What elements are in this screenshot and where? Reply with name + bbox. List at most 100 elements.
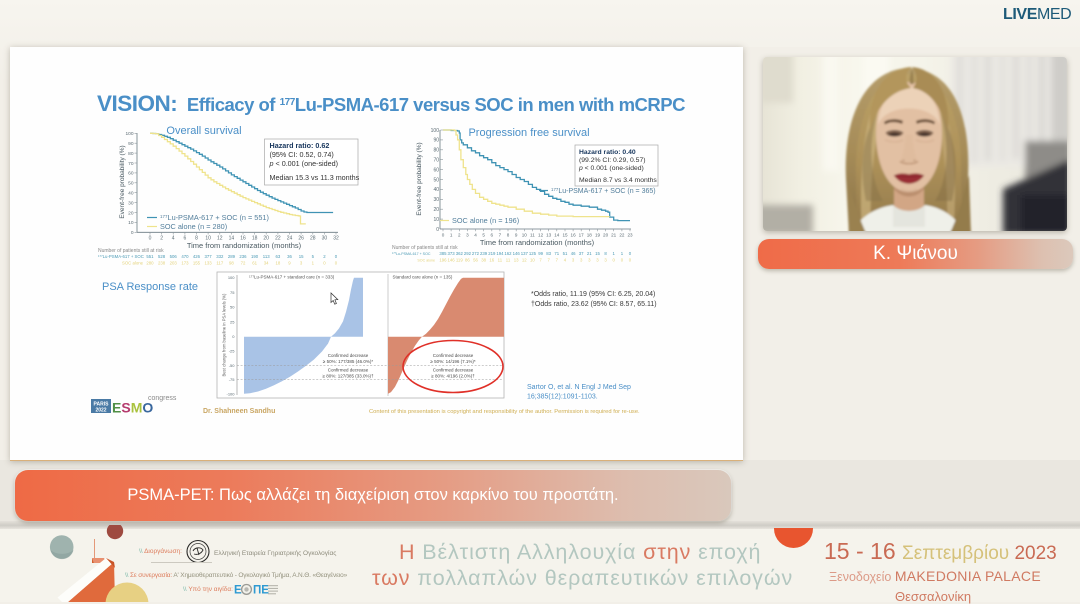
svg-text:8: 8 (604, 251, 607, 256)
svg-text:0: 0 (621, 258, 624, 263)
svg-text:3: 3 (604, 258, 607, 263)
svg-text:63: 63 (276, 254, 281, 259)
svg-text:377: 377 (205, 254, 213, 259)
svg-text:Ε: Ε (234, 585, 242, 597)
svg-text:23: 23 (627, 233, 633, 238)
svg-text:219: 219 (488, 251, 496, 256)
svg-text:(99.2% CI: 0.29, 0.57): (99.2% CI: 0.29, 0.57) (579, 157, 646, 164)
svg-text:292: 292 (464, 251, 472, 256)
svg-text:30: 30 (322, 236, 328, 242)
svg-text:28: 28 (310, 236, 316, 242)
svg-text:0: 0 (613, 258, 616, 263)
svg-text:Best change from baseline in P: Best change from baseline in PSA levels … (222, 293, 227, 376)
svg-text:3: 3 (300, 261, 303, 266)
svg-text:0: 0 (232, 334, 235, 339)
svg-text:15: 15 (299, 254, 304, 259)
svg-text:2: 2 (458, 233, 461, 238)
svg-text:18: 18 (276, 261, 281, 266)
svg-text:≥ 80%: 4/196 (2.0%)†: ≥ 80%: 4/196 (2.0%)† (431, 374, 475, 379)
svg-text:9: 9 (515, 233, 518, 238)
svg-text:26: 26 (298, 236, 304, 242)
svg-text:11: 11 (506, 258, 511, 263)
svg-text:30: 30 (433, 197, 439, 203)
svg-text:61: 61 (252, 261, 257, 266)
svg-text:Median 15.3 vs 11.3 months: Median 15.3 vs 11.3 months (270, 173, 360, 182)
svg-text:146: 146 (513, 251, 521, 256)
svg-text:Overall survival: Overall survival (166, 125, 241, 137)
svg-text:†Odds ratio, 23.62 (95% CI: 8.: †Odds ratio, 23.62 (95% CI: 8.57, 65.11) (531, 301, 657, 308)
svg-text:0: 0 (436, 227, 439, 233)
svg-text:70: 70 (433, 158, 439, 164)
svg-text:congress: congress (148, 395, 177, 402)
svg-text:10: 10 (128, 220, 134, 226)
svg-text:10: 10 (433, 217, 439, 223)
svg-text:1: 1 (613, 251, 616, 256)
svg-text:≥ 80%: 127/385 (33.0%)†: ≥ 80%: 127/385 (33.0%)† (322, 374, 374, 379)
svg-text:Hazard ratio: 0.40: Hazard ratio: 0.40 (579, 149, 636, 156)
svg-text:60: 60 (433, 167, 439, 173)
svg-text:16;385(12):1091-1103.: 16;385(12):1091-1103. (527, 394, 598, 401)
svg-text:7: 7 (556, 258, 559, 263)
svg-text:50: 50 (230, 305, 235, 310)
svg-text:3: 3 (588, 258, 591, 263)
svg-text:239: 239 (480, 251, 488, 256)
svg-text:34: 34 (264, 261, 269, 266)
svg-text:75: 75 (230, 290, 235, 295)
svg-text:25: 25 (230, 319, 235, 324)
svg-text:6: 6 (491, 233, 494, 238)
svg-text:Progression free survival: Progression free survival (468, 127, 589, 139)
svg-text:190: 190 (251, 254, 259, 259)
svg-text:Event-free probability (%): Event-free probability (%) (416, 142, 423, 215)
svg-text:11: 11 (530, 233, 535, 238)
svg-text:5: 5 (312, 254, 315, 259)
svg-text:Time from randomization (month: Time from randomization (months) (480, 238, 595, 247)
svg-text:Content of this presentation i: Content of this presentation is copyrigh… (369, 409, 640, 415)
svg-text:1: 1 (312, 261, 315, 266)
svg-text:51: 51 (563, 251, 568, 256)
svg-text:Hazard ratio: 0.62: Hazard ratio: 0.62 (270, 141, 330, 150)
svg-text:470: 470 (181, 254, 189, 259)
svg-text:4: 4 (564, 258, 567, 263)
svg-text:117: 117 (216, 261, 223, 266)
svg-text:280: 280 (146, 261, 154, 266)
svg-text:100: 100 (228, 275, 235, 280)
svg-text:332: 332 (216, 254, 224, 259)
svg-text:Confirmed decrease: Confirmed decrease (328, 353, 369, 358)
svg-text:≥ 50%: 14/196 (7.1%)*: ≥ 50%: 14/196 (7.1%)* (430, 359, 475, 364)
svg-text:12: 12 (538, 233, 544, 238)
svg-text:0: 0 (335, 254, 338, 259)
svg-text:11: 11 (498, 258, 503, 263)
svg-text:(95% CI: 0.52, 0.74): (95% CI: 0.52, 0.74) (270, 150, 334, 159)
svg-text:80: 80 (128, 151, 134, 157)
svg-text:203: 203 (170, 261, 178, 266)
svg-text:155: 155 (193, 261, 201, 266)
svg-text:162: 162 (504, 251, 512, 256)
svg-text:Dr. Shahneen Sandhu: Dr. Shahneen Sandhu (203, 408, 275, 415)
svg-text:Number of patients still at ri: Number of patients still at risk (98, 248, 164, 254)
svg-text:40: 40 (128, 191, 134, 197)
svg-text:3: 3 (466, 233, 469, 238)
svg-text:0: 0 (131, 230, 134, 236)
svg-text:60: 60 (128, 171, 134, 177)
svg-text:177Lu-PSMA-617 + SOC (n = 365): 177Lu-PSMA-617 + SOC (n = 365) (551, 187, 656, 195)
svg-text:177Lu-PSMA-617 + standard care: 177Lu-PSMA-617 + standard care (n = 333) (249, 275, 335, 280)
svg-text:0: 0 (629, 258, 632, 263)
svg-text:194: 194 (496, 251, 504, 256)
svg-text:236: 236 (239, 254, 247, 259)
svg-text:SOC alone: SOC alone (122, 261, 144, 266)
svg-text:9: 9 (288, 261, 291, 266)
svg-text:Sartor O, et al. N Engl J Med: Sartor O, et al. N Engl J Med Sep (527, 384, 631, 391)
svg-text:0: 0 (149, 236, 152, 242)
svg-text:20: 20 (128, 210, 134, 216)
svg-text:36: 36 (287, 254, 292, 259)
svg-text:SOC alone (n = 196): SOC alone (n = 196) (452, 216, 519, 225)
svg-text:8: 8 (195, 236, 198, 242)
svg-text:119: 119 (456, 258, 463, 263)
svg-text:4: 4 (474, 233, 477, 238)
svg-text:22: 22 (619, 233, 625, 238)
svg-text:551: 551 (146, 254, 154, 259)
svg-text:Standard care alone (n = 135): Standard care alone (n = 135) (393, 275, 453, 280)
svg-text:71: 71 (554, 251, 559, 256)
svg-text:PARIS: PARIS (94, 402, 110, 408)
svg-text:-100: -100 (226, 391, 235, 396)
